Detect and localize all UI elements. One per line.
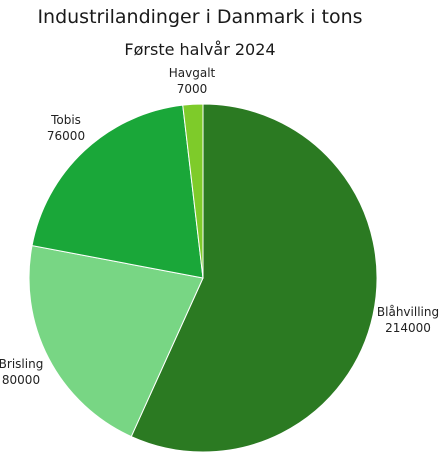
slice-name-label: Tobis xyxy=(50,113,81,127)
pie-slice-brisling xyxy=(28,244,204,438)
chart-subtitle: Første halvår 2024 xyxy=(124,40,276,59)
slice-name-label: Brisling xyxy=(0,357,43,371)
pie-slices xyxy=(28,103,378,453)
slice-value-label: 76000 xyxy=(47,129,85,143)
pie-labels: Blåhvilling 214000 Brisling 80000 Tobis 76000… xyxy=(0,66,439,387)
pie-slice-havgalt xyxy=(182,103,204,279)
slice-name-label: Blåhvilling xyxy=(377,305,439,319)
slice-value-label: 80000 xyxy=(2,373,40,387)
pie-slice-bl-hvilling xyxy=(130,103,378,453)
pie-slice-tobis xyxy=(31,104,204,279)
chart-title: Industrilandinger i Danmark i tons xyxy=(37,6,363,28)
slice-value-label: 214000 xyxy=(385,321,431,335)
slice-name-label: Havgalt xyxy=(169,66,216,80)
slice-value-label: 7000 xyxy=(177,82,208,96)
